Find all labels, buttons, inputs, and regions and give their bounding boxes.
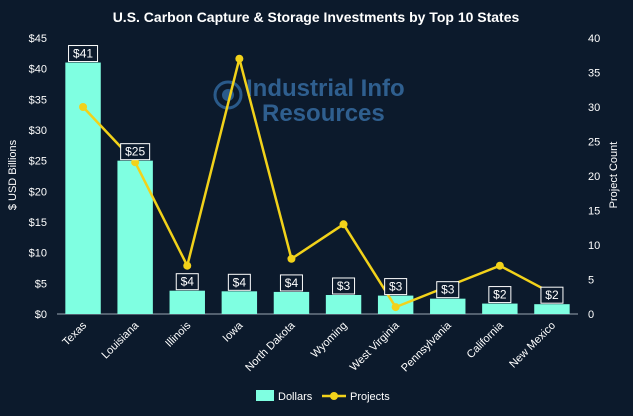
data-label-box bbox=[279, 274, 303, 292]
y2-tick-label: 25 bbox=[588, 137, 600, 149]
projects-point bbox=[391, 303, 400, 312]
legend-dollars-swatch bbox=[256, 390, 274, 401]
y-tick-label: $25 bbox=[29, 156, 47, 168]
bar bbox=[169, 290, 205, 314]
y-tick-label: $30 bbox=[29, 125, 47, 137]
projects-point bbox=[495, 261, 504, 270]
bar bbox=[482, 303, 518, 314]
bar bbox=[534, 304, 570, 314]
projects-point bbox=[339, 220, 348, 229]
x-tick-label: Iowa bbox=[221, 319, 247, 345]
y2-tick-label: 15 bbox=[588, 206, 600, 218]
watermark: Industrial Info Resources bbox=[213, 75, 405, 127]
y2-tick-label: 40 bbox=[588, 33, 600, 45]
x-tick-label: West Virginia bbox=[348, 319, 403, 374]
data-label: $3 bbox=[337, 279, 351, 293]
data-label-box bbox=[120, 143, 151, 161]
chart-title: U.S. Carbon Capture & Storage Investment… bbox=[113, 9, 520, 25]
data-label: $2 bbox=[493, 288, 507, 302]
x-tick-label: New Mexico bbox=[507, 320, 558, 371]
y-tick-label: $5 bbox=[35, 278, 47, 290]
bar bbox=[65, 62, 101, 315]
x-tick-label: Wyoming bbox=[309, 320, 350, 361]
y-tick-label: $20 bbox=[29, 186, 47, 198]
data-label: $4 bbox=[233, 275, 247, 289]
bar bbox=[325, 294, 362, 314]
data-label-box bbox=[227, 273, 251, 291]
data-label: $4 bbox=[181, 275, 195, 289]
legend: Dollars Projects bbox=[256, 390, 390, 403]
y2-tick-label: 20 bbox=[588, 171, 600, 183]
y-tick-label: $40 bbox=[29, 64, 47, 76]
projects-point bbox=[79, 103, 88, 111]
legend-projects-label: Projects bbox=[350, 391, 390, 403]
y-tick-label: $45 bbox=[29, 33, 47, 45]
x-tick-label: Illinois bbox=[163, 319, 193, 349]
legend-projects-marker bbox=[330, 392, 338, 400]
data-label: $2 bbox=[545, 288, 559, 302]
data-label-box bbox=[540, 286, 564, 304]
x-tick-label: Pennsylvania bbox=[399, 319, 454, 374]
y2-tick-label: 35 bbox=[588, 68, 600, 80]
data-label: $41 bbox=[73, 47, 93, 61]
bar bbox=[221, 291, 258, 314]
y-axis-label: $ USD Billions bbox=[7, 139, 19, 210]
y-tick-label: $10 bbox=[29, 248, 47, 260]
projects-line bbox=[82, 58, 553, 309]
y2-tick-label: 30 bbox=[588, 102, 600, 114]
projects-point bbox=[287, 254, 296, 263]
x-tick-label: Texas bbox=[60, 319, 89, 348]
projects-point bbox=[183, 261, 192, 270]
data-label-box bbox=[384, 278, 408, 296]
data-label-box bbox=[68, 45, 99, 63]
svg-text:Industrial Info: Industrial Info bbox=[246, 75, 405, 102]
svg-text:Resources: Resources bbox=[262, 100, 385, 127]
x-tick-label: Louisiana bbox=[99, 319, 141, 361]
data-label: $4 bbox=[285, 276, 299, 290]
x-tick-label: California bbox=[465, 319, 507, 361]
y-tick-label: $0 bbox=[35, 309, 47, 321]
data-label: $3 bbox=[389, 280, 403, 294]
bar bbox=[117, 160, 153, 314]
legend-dollars-label: Dollars bbox=[278, 391, 313, 403]
data-label: $3 bbox=[441, 283, 455, 297]
y-tick-label: $35 bbox=[29, 94, 47, 106]
y2-tick-label: 0 bbox=[588, 309, 594, 321]
data-label: $25 bbox=[125, 145, 145, 159]
bar bbox=[273, 291, 310, 314]
projects-point bbox=[235, 54, 244, 63]
data-label-box bbox=[488, 286, 512, 304]
y2-axis-label: Project Count bbox=[608, 142, 620, 209]
x-tick-label: North Dakota bbox=[243, 319, 298, 374]
y-tick-label: $15 bbox=[29, 217, 47, 229]
y2-tick-label: 5 bbox=[588, 275, 594, 287]
data-label-box bbox=[436, 281, 460, 299]
bar bbox=[430, 298, 466, 314]
y2-tick-label: 10 bbox=[588, 240, 600, 252]
data-labels: $41 $25 $4 $4 $4 $3 $3 $3 $2 $2 bbox=[68, 45, 564, 304]
data-label-box bbox=[175, 273, 199, 291]
projects-point bbox=[131, 158, 140, 167]
data-label-box bbox=[332, 277, 356, 295]
